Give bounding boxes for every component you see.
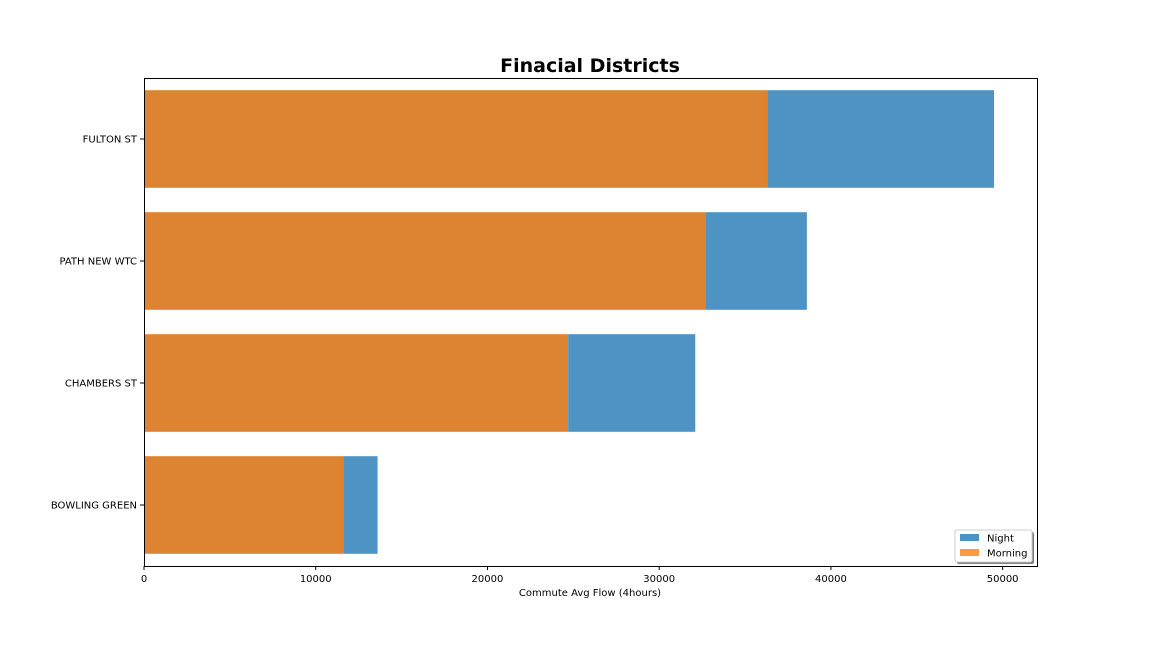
y-tick-label: PATH NEW WTC	[59, 257, 137, 268]
y-tick-label: BOWLING GREEN	[51, 501, 137, 512]
x-tick-label: 0	[141, 574, 147, 585]
bar-morning-4	[144, 456, 344, 554]
legend-swatch-morning	[960, 549, 979, 556]
x-tick-label: 30000	[643, 574, 675, 585]
legend-label-night: Night	[987, 534, 1014, 545]
bar-night-1	[767, 90, 995, 188]
x-tick-label: 40000	[815, 574, 847, 585]
bar-night-3	[568, 334, 696, 432]
bar-morning-2	[144, 212, 706, 310]
x-tick-label: 20000	[472, 574, 504, 585]
legend: Night Morning	[954, 529, 1034, 564]
y-tick-label: FULTON ST	[83, 135, 138, 146]
x-axis: 0 10000 20000 30000 40000 50000	[141, 566, 1019, 585]
chart-title: Finacial Districts	[500, 55, 680, 77]
bar-morning-1	[144, 90, 768, 188]
bars-layer	[144, 90, 995, 554]
bar-morning-3	[144, 334, 569, 432]
legend-swatch-night	[960, 534, 979, 541]
x-tick-label: 10000	[300, 574, 332, 585]
legend-label-morning: Morning	[987, 549, 1027, 560]
y-tick-label: CHAMBERS ST	[65, 379, 138, 390]
x-tick-label: 50000	[987, 574, 1019, 585]
bar-night-4	[343, 456, 378, 554]
bar-night-2	[705, 212, 807, 310]
x-axis-label: Commute Avg Flow (4hours)	[519, 588, 661, 599]
plot-frame	[144, 78, 1038, 567]
y-axis: FULTON ST PATH NEW WTC CHAMBERS ST BOWLING …	[51, 135, 144, 512]
